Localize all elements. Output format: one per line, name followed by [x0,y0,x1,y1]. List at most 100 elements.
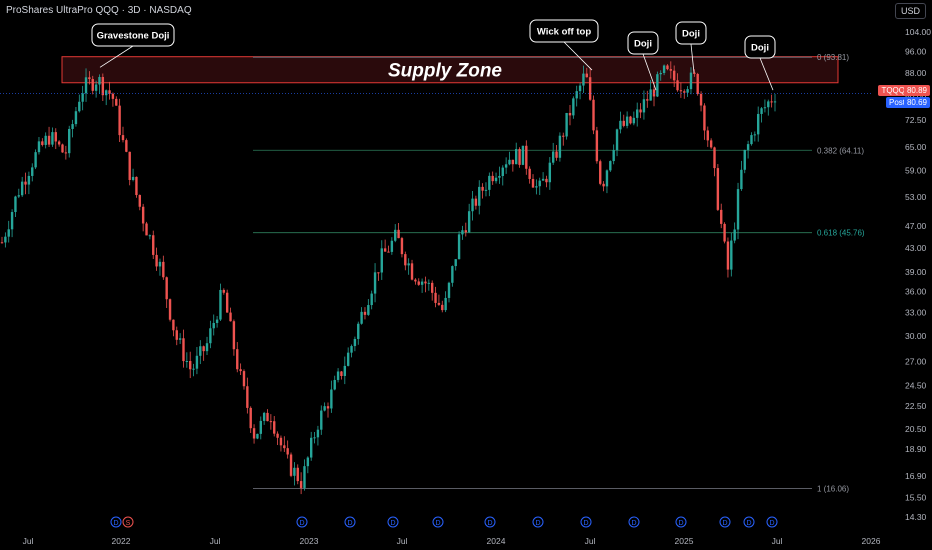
candle-body [612,150,615,162]
y-tick-label: 104.00 [905,27,931,37]
candle-body [763,107,767,109]
candle-body [4,236,7,243]
candle-body [639,109,642,113]
candle-body [128,151,131,180]
candle-body [121,135,125,141]
candle-body [51,132,54,145]
x-tick-label: 2026 [862,536,881,546]
candle-body [165,277,168,300]
currency-button[interactable]: USD [894,3,926,19]
candle-body [471,198,474,212]
candle-body [24,181,27,185]
candle-body [189,361,192,370]
candle-body [259,420,262,434]
candle-body [572,98,575,116]
y-tick-label: 30.00 [905,331,927,341]
fib-label: 0 (93.81) [817,53,849,62]
x-tick-label: 2024 [487,536,506,546]
candle-body [242,371,246,387]
y-tick-label: 27.00 [905,357,927,367]
candle-body [508,159,511,165]
candle-body [494,177,498,182]
event-marker [484,516,496,528]
candle-body [185,361,189,363]
y-tick-label: 59.00 [905,166,927,176]
candle-body [390,240,394,252]
candle-body [740,169,743,190]
candle-body [602,183,605,187]
candle-body [98,77,101,85]
annotations: Gravestone Doji Wick off top Doji Doji Doji [91,19,776,91]
y-tick-label: 33.00 [905,308,927,318]
candle-body [84,77,88,94]
candle-body [703,105,706,131]
candle-body [313,437,316,439]
event-marker [532,516,544,528]
y-tick-label: 20.50 [905,424,927,434]
event-marker-label: D [390,520,395,527]
candle-body [303,466,306,488]
candle-body [404,254,407,266]
candle-body [266,412,269,422]
candle-body [10,212,14,230]
event-marker-label: D [631,520,636,527]
candle-body [696,74,699,94]
candle-body [562,135,565,137]
candle-body [172,319,175,331]
x-tick-label: 2022 [112,536,131,546]
candle-body [541,178,545,181]
event-marker [628,516,640,528]
candle-body [642,99,646,113]
candle-body [14,196,17,213]
candle-body [713,147,716,169]
candle-body [531,178,535,188]
candle-body [515,149,518,165]
candle-body [430,282,434,293]
candle-body [525,145,528,169]
candle-body [716,168,720,210]
y-tick-label: 16.90 [905,471,927,481]
candle-body [222,289,226,293]
candle-body [64,152,68,154]
candle-body [649,89,652,101]
candle-body [215,319,219,323]
candle-body [340,371,343,376]
annotation-text: Doji [751,43,769,54]
candle-body [239,369,242,372]
event-marker-label: D [299,520,304,527]
candle-body [652,89,656,97]
x-tick-label: 2023 [300,536,319,546]
candle-body [152,235,155,255]
supply-zone-rect [61,56,839,84]
candle-body [693,72,696,75]
candle-body [676,80,679,91]
candle-body [548,162,552,183]
candle-body [262,412,266,421]
event-marker [122,516,134,528]
candle-body [195,355,199,369]
event-marker [296,516,308,528]
annotation-text: Doji [682,29,700,40]
event-marker-label: D [722,520,727,527]
candle-body [104,90,108,96]
y-tick-label: 72.50 [905,115,927,125]
candle-body [478,186,481,206]
event-marker [580,516,592,528]
candle-body [299,481,303,488]
candle-body [293,467,296,476]
fib-label: 0.618 (45.76) [817,229,865,238]
candle-body [162,261,165,278]
candle-body [578,85,582,92]
candle-body [353,338,357,347]
y-tick-label: 53.00 [905,192,927,202]
y-tick-label: 96.00 [905,47,927,57]
candle-body [367,305,370,315]
candle-body [336,371,340,380]
candle-body [773,101,777,103]
event-marker [719,516,731,528]
candle-body [155,254,158,267]
candle-body [54,132,57,142]
candle-body [746,144,750,150]
event-marker-label: D [583,520,588,527]
y-tick-label: 14.30 [905,512,927,522]
